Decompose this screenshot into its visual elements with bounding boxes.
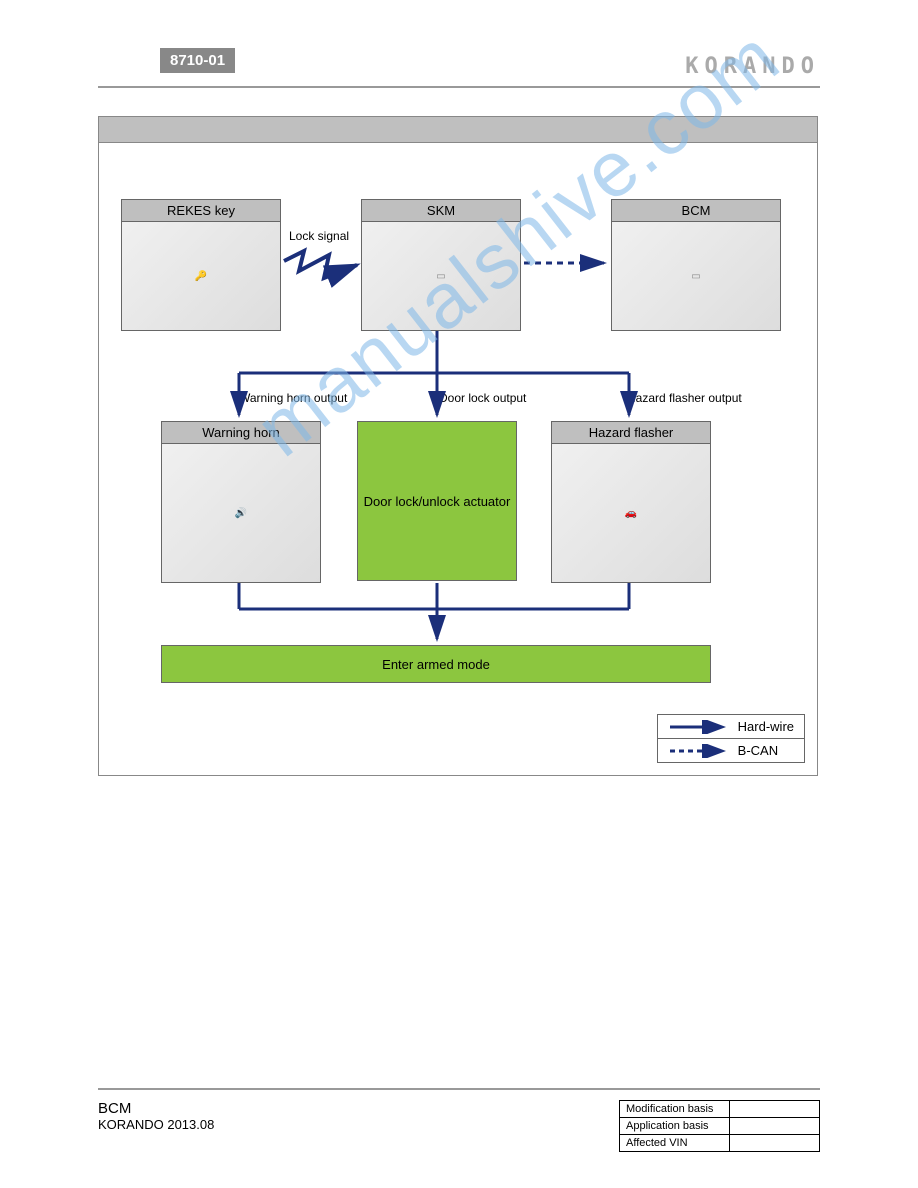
node-enter-armed-mode: Enter armed mode [161,645,711,683]
hardwire-arrow-icon [668,720,728,734]
page-code-badge: 8710-01 [160,48,235,73]
diagram-title-bar [99,117,817,143]
diagram-canvas: REKES key 🔑 SKM ▭ BCM ▭ Warning horn 🔊 D… [99,143,817,775]
footer-table: Modification basis Application basis Aff… [619,1100,820,1152]
node-header: Warning horn [162,422,320,444]
edge-label-hazard: Hazard flasher output [627,391,742,405]
legend-label: Hard-wire [738,719,794,734]
table-row: Modification basis [620,1101,820,1118]
table-cell: Affected VIN [620,1135,730,1152]
node-label: Enter armed mode [382,657,490,672]
brand-logo: KORANDO [685,54,820,79]
footer-title: BCM [98,1100,214,1117]
legend-row-bcan: B-CAN [658,739,804,762]
node-header: REKES key [122,200,280,222]
bcan-arrow-icon [668,744,728,758]
node-header: BCM [612,200,780,222]
table-cell: Application basis [620,1118,730,1135]
edge-label-door-lock: Door lock output [439,391,526,405]
page-footer: BCM KORANDO 2013.08 Modification basis A… [98,1088,820,1152]
node-warning-horn: Warning horn 🔊 [161,421,321,583]
legend-label: B-CAN [738,743,778,758]
node-label: Door lock/unlock actuator [364,494,511,509]
node-header: SKM [362,200,520,222]
module-icon: ▭ [362,222,520,330]
table-row: Affected VIN [620,1135,820,1152]
node-bcm: BCM ▭ [611,199,781,331]
table-cell: Modification basis [620,1101,730,1118]
car-icon: 🚗 [552,444,710,582]
edge-label-lock-signal: Lock signal [289,229,349,243]
node-skm: SKM ▭ [361,199,521,331]
node-body-image: 🚗 [552,444,710,582]
edge-label-warning-horn: Warning horn output [239,391,347,405]
node-rekes-key: REKES key 🔑 [121,199,281,331]
module-icon: ▭ [612,222,780,330]
horn-icon: 🔊 [162,444,320,582]
node-body-image: ▭ [362,222,520,330]
footer-left: BCM KORANDO 2013.08 [98,1100,214,1132]
node-body-image: 🔊 [162,444,320,582]
page-header: 8710-01 KORANDO [98,48,820,88]
table-cell [730,1118,820,1135]
legend: Hard-wire B-CAN [657,714,805,763]
table-row: Application basis [620,1118,820,1135]
node-body-image: ▭ [612,222,780,330]
key-fob-icon: 🔑 [122,222,280,330]
node-door-lock-actuator: Door lock/unlock actuator [357,421,517,581]
footer-subtitle: KORANDO 2013.08 [98,1117,214,1132]
node-hazard-flasher: Hazard flasher 🚗 [551,421,711,583]
table-cell [730,1101,820,1118]
node-header: Hazard flasher [552,422,710,444]
table-cell [730,1135,820,1152]
diagram-frame: REKES key 🔑 SKM ▭ BCM ▭ Warning horn 🔊 D… [98,116,818,776]
legend-row-hardwire: Hard-wire [658,715,804,739]
node-body-image: 🔑 [122,222,280,330]
